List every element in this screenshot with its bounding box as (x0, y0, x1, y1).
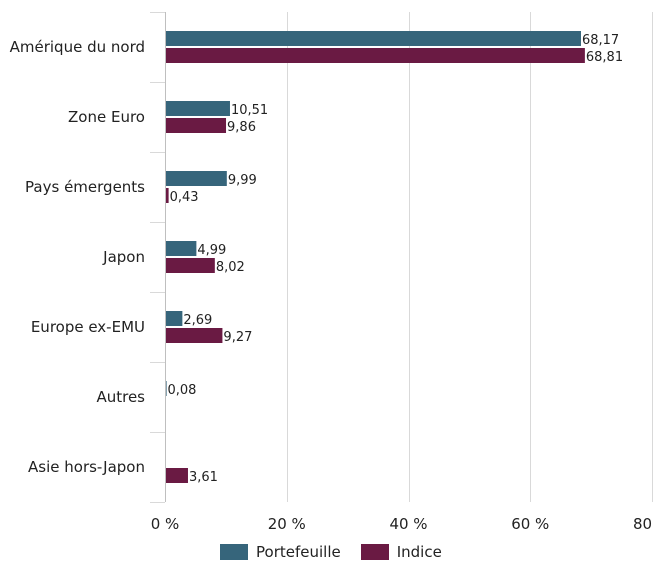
bar-portefeuille (166, 311, 183, 326)
category-label: Asie hors-Japon (28, 458, 145, 476)
category-label: Pays émergents (25, 178, 145, 196)
bar-indice (166, 328, 223, 343)
data-label: 9,99 (228, 173, 257, 188)
legend-label-indice: Indice (396, 543, 442, 561)
data-label: 0,08 (167, 383, 196, 398)
data-label: 2,69 (183, 313, 212, 328)
category-label: Autres (96, 388, 145, 406)
bar-indice (166, 468, 188, 483)
legend-swatch-indice (360, 544, 389, 560)
data-label: 0,43 (170, 190, 199, 205)
data-label: 68,17 (582, 33, 619, 48)
legend-item-indice: Indice (360, 543, 442, 561)
category-label: Zone Euro (68, 108, 145, 126)
category-label: Amérique du nord (10, 38, 145, 56)
bar-indice (166, 258, 215, 273)
bar-portefeuille (166, 31, 581, 46)
bar-portefeuille (166, 381, 167, 396)
x-tick-label: 20 % (268, 515, 306, 533)
data-label: 68,81 (586, 50, 623, 65)
bar-indice (166, 48, 585, 63)
data-label: 8,02 (216, 260, 245, 275)
bar-indice (166, 118, 227, 133)
data-label: 9,27 (223, 330, 252, 345)
bar-portefeuille (166, 171, 227, 186)
x-tick-label: 80 % (633, 515, 653, 533)
legend-swatch-portefeuille (220, 544, 248, 560)
legend-item-portefeuille: Portefeuille (220, 543, 341, 561)
category-label: Japon (102, 248, 145, 266)
data-label: 9,86 (227, 120, 256, 135)
bar-portefeuille (166, 101, 230, 116)
data-label: 4,99 (197, 243, 226, 258)
category-label: Europe ex-EMU (31, 318, 145, 336)
x-tick-label: 60 % (511, 515, 549, 533)
bar-indice (166, 188, 169, 203)
data-label: 3,61 (189, 470, 218, 485)
bar-portefeuille (166, 241, 197, 256)
data-label: 10,51 (231, 103, 268, 118)
x-tick-label: 0 % (151, 515, 180, 533)
x-tick-label: 40 % (389, 515, 427, 533)
legend: Portefeuille Indice (220, 543, 442, 561)
legend-label-portefeuille: Portefeuille (256, 543, 341, 561)
